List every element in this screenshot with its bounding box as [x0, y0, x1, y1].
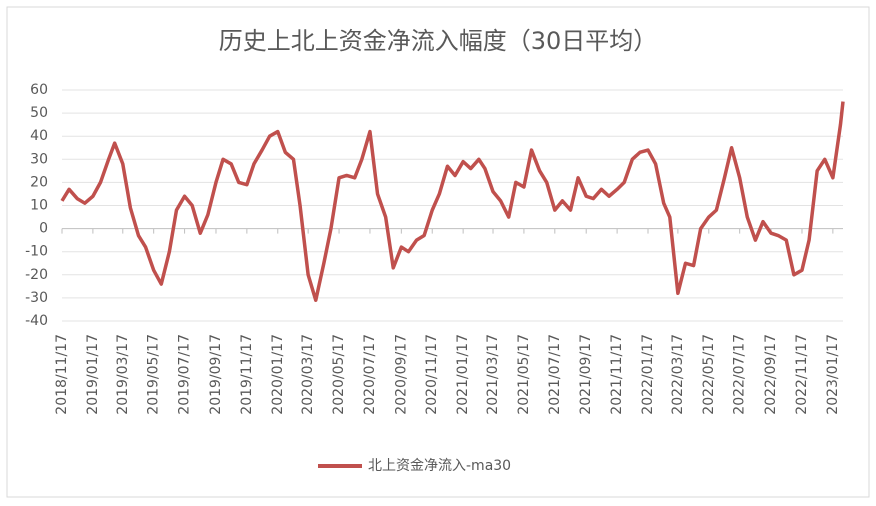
x-tick-label: 2019/01/17	[85, 334, 101, 415]
y-tick-label: 60	[30, 82, 48, 98]
x-tick-label: 2021/07/17	[547, 334, 563, 415]
x-tick-label: 2020/09/17	[393, 334, 409, 415]
x-tick-label: 2020/01/17	[270, 334, 286, 415]
y-tick-label: -20	[25, 267, 48, 283]
x-tick-label: 2022/11/17	[794, 334, 810, 415]
x-tick-label: 2021/11/17	[609, 334, 625, 415]
x-tick-label: 2022/01/17	[640, 334, 656, 415]
y-tick-label: -40	[25, 313, 48, 329]
y-tick-label: 0	[39, 221, 48, 237]
x-tick-label: 2019/07/17	[177, 334, 193, 415]
y-tick-label: -10	[25, 244, 48, 260]
x-tick-label: 2022/07/17	[732, 334, 748, 415]
x-tick-label: 2022/09/17	[763, 334, 779, 415]
x-tick-label: 2019/11/17	[239, 334, 255, 415]
x-tick-label: 2020/03/17	[300, 334, 316, 415]
y-tick-label: 10	[30, 198, 48, 214]
y-tick-label: 30	[30, 151, 48, 167]
legend-label: 北上资金净流入-ma30	[368, 458, 511, 474]
series-line	[60, 101, 845, 302]
x-tick-label: 2020/07/17	[362, 334, 378, 415]
x-tick-label: 2021/03/17	[485, 334, 501, 415]
x-tick-label: 2021/05/17	[516, 334, 532, 415]
x-tick-label: 2019/09/17	[208, 334, 224, 415]
y-tick-label: -30	[25, 290, 48, 306]
x-tick-label: 2019/05/17	[146, 334, 162, 415]
x-tick-label: 2022/03/17	[670, 334, 686, 415]
x-tick-label: 2022/05/17	[701, 334, 717, 415]
x-tick-label: 2021/01/17	[455, 334, 471, 415]
x-tick-label: 2018/11/17	[54, 334, 70, 415]
x-tick-label: 2020/11/17	[424, 334, 440, 415]
x-tick-label: 2019/03/17	[115, 334, 131, 415]
x-tick-label: 2020/05/17	[331, 334, 347, 415]
y-tick-label: 50	[30, 105, 48, 121]
y-tick-label: 40	[30, 128, 48, 144]
x-tick-label: 2021/09/17	[578, 334, 594, 415]
x-tick-label: 2023/01/17	[825, 334, 841, 415]
y-tick-label: 20	[30, 174, 48, 190]
chart-title: 历史上北上资金净流入幅度（30日平均）	[219, 27, 658, 55]
